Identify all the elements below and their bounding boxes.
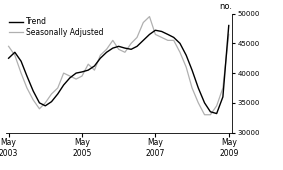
Text: no.: no.: [219, 2, 232, 11]
Legend: Trend, Seasonally Adjusted: Trend, Seasonally Adjusted: [9, 17, 104, 37]
